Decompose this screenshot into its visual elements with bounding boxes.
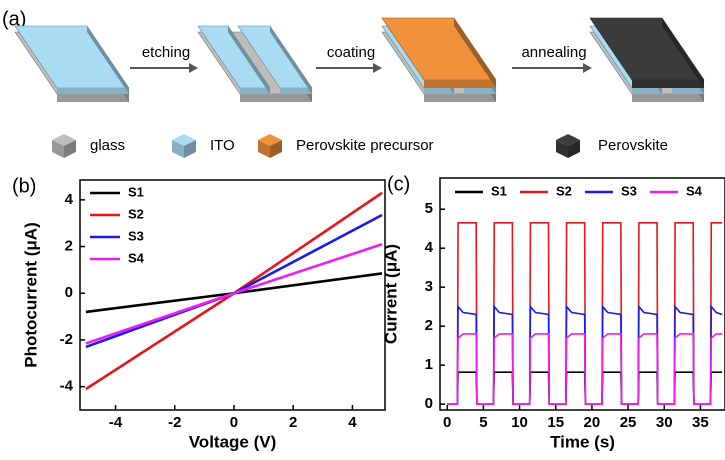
panel-label: (b) xyxy=(12,175,36,197)
series-line xyxy=(447,334,722,404)
layer-front xyxy=(464,88,496,94)
layer-front xyxy=(424,94,496,102)
legend-label: ITO xyxy=(210,137,235,154)
layer-front xyxy=(632,88,662,94)
y-tick-label: 0 xyxy=(65,284,73,301)
plot-frame xyxy=(440,178,725,410)
layer-front xyxy=(424,80,496,88)
x-tick-label: 30 xyxy=(656,414,673,431)
step-label: annealing xyxy=(521,44,586,61)
x-tick-label: 2 xyxy=(289,414,297,431)
layer-front xyxy=(280,88,312,94)
x-tick-label: -2 xyxy=(168,414,181,431)
x-tick-label: 20 xyxy=(584,414,601,431)
y-tick-label: -2 xyxy=(60,331,73,348)
series-line xyxy=(86,193,382,389)
x-tick-label: 5 xyxy=(479,414,487,431)
legend-label: S4 xyxy=(128,250,145,265)
layer-front xyxy=(240,88,270,94)
legend-label: S3 xyxy=(621,183,637,198)
x-tick-label: 0 xyxy=(443,414,451,431)
step-label: etching xyxy=(142,44,190,61)
y-tick-label: 4 xyxy=(65,191,74,208)
y-axis-label: Photocurrent (μA) xyxy=(21,222,40,367)
legend-label: S2 xyxy=(556,183,572,198)
panel-label: (c) xyxy=(387,173,410,195)
legend-label: Perovskite xyxy=(598,137,668,154)
layer-front xyxy=(57,94,129,102)
figure: (a) etchingcoatingannealingglassITOPerov… xyxy=(0,0,725,460)
layer-front xyxy=(424,88,454,94)
legend-label: S3 xyxy=(128,228,144,243)
x-tick-label: 10 xyxy=(511,414,528,431)
layer-front xyxy=(632,80,704,88)
x-tick-label: 4 xyxy=(348,414,357,431)
x-tick-label: 35 xyxy=(692,414,709,431)
legend-label: S4 xyxy=(686,183,703,198)
arrow-head xyxy=(583,63,592,73)
y-tick-label: 2 xyxy=(425,317,433,334)
y-tick-label: -4 xyxy=(60,378,74,395)
legend-label: glass xyxy=(90,137,125,154)
x-tick-label: 25 xyxy=(620,414,637,431)
x-axis-label: Time (s) xyxy=(550,432,615,451)
x-tick-label: 15 xyxy=(547,414,564,431)
legend-label: Perovskite precursor xyxy=(296,137,434,154)
layer-front xyxy=(632,94,704,102)
legend-label: S1 xyxy=(128,184,144,199)
arrow-head xyxy=(373,63,382,73)
y-tick-label: 5 xyxy=(425,200,433,217)
x-tick-label: -4 xyxy=(109,414,123,431)
y-tick-label: 2 xyxy=(65,238,73,255)
x-tick-label: 0 xyxy=(230,414,238,431)
y-tick-label: 0 xyxy=(425,395,433,412)
y-tick-label: 1 xyxy=(425,356,433,373)
legend-label: S1 xyxy=(491,183,507,198)
layer-front xyxy=(57,88,129,94)
y-tick-label: 3 xyxy=(425,278,433,295)
y-axis-label: Current (μA) xyxy=(381,244,400,344)
legend-label: S2 xyxy=(128,206,144,221)
layer-front xyxy=(672,88,704,94)
y-tick-label: 4 xyxy=(425,239,434,256)
x-axis-label: Voltage (V) xyxy=(189,432,277,451)
arrow-head xyxy=(189,63,198,73)
step-label: coating xyxy=(327,44,375,61)
layer-front xyxy=(240,94,312,102)
